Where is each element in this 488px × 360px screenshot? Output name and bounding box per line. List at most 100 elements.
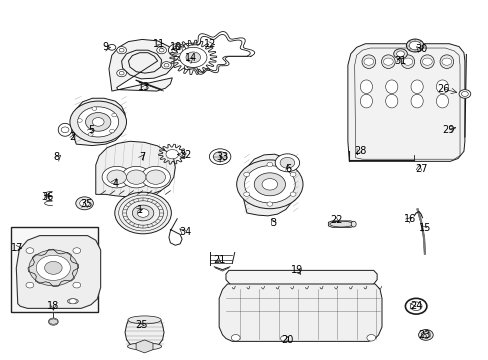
Text: 5: 5	[88, 125, 94, 135]
Text: 22: 22	[329, 215, 342, 225]
Circle shape	[157, 46, 166, 54]
Ellipse shape	[385, 80, 397, 94]
Circle shape	[122, 166, 151, 188]
Text: 20: 20	[281, 334, 293, 345]
Circle shape	[168, 44, 185, 57]
Text: 21: 21	[212, 255, 225, 265]
Circle shape	[126, 170, 146, 184]
Ellipse shape	[400, 55, 414, 68]
Circle shape	[243, 172, 249, 177]
Text: 19: 19	[290, 265, 303, 275]
Circle shape	[280, 336, 288, 341]
Text: 34: 34	[179, 227, 191, 237]
Circle shape	[179, 47, 206, 67]
Circle shape	[146, 170, 165, 184]
Text: 10: 10	[170, 42, 182, 52]
Circle shape	[275, 154, 299, 172]
Circle shape	[418, 329, 432, 340]
Circle shape	[36, 255, 70, 280]
Text: 35: 35	[80, 199, 92, 210]
Circle shape	[76, 197, 93, 210]
Text: 30: 30	[414, 44, 426, 54]
Circle shape	[26, 282, 34, 288]
Text: 8: 8	[54, 152, 60, 162]
Text: 18: 18	[47, 301, 60, 311]
Text: 25: 25	[135, 320, 147, 330]
Ellipse shape	[329, 221, 352, 227]
Polygon shape	[16, 235, 101, 309]
Text: 13: 13	[138, 82, 150, 92]
Circle shape	[209, 149, 230, 165]
Circle shape	[115, 192, 171, 234]
Ellipse shape	[67, 299, 78, 304]
Text: 16: 16	[404, 215, 416, 224]
Circle shape	[289, 192, 295, 196]
Circle shape	[441, 58, 451, 65]
Text: 7: 7	[139, 152, 145, 162]
Polygon shape	[96, 141, 175, 197]
Circle shape	[61, 127, 69, 133]
Circle shape	[262, 179, 277, 190]
Ellipse shape	[360, 94, 372, 108]
Circle shape	[109, 129, 114, 133]
Text: 28: 28	[354, 145, 366, 156]
Circle shape	[108, 44, 116, 50]
Circle shape	[119, 71, 124, 75]
Ellipse shape	[435, 80, 447, 94]
Circle shape	[107, 170, 126, 184]
Circle shape	[117, 69, 126, 77]
Text: 3: 3	[270, 218, 276, 228]
Circle shape	[117, 46, 126, 54]
Circle shape	[383, 58, 392, 65]
Ellipse shape	[385, 94, 397, 108]
Polygon shape	[49, 319, 58, 324]
Circle shape	[102, 166, 131, 188]
Circle shape	[159, 48, 163, 52]
Circle shape	[29, 250, 78, 286]
Text: 14: 14	[184, 53, 197, 63]
Circle shape	[137, 209, 149, 217]
Circle shape	[88, 132, 93, 136]
Circle shape	[85, 113, 111, 131]
Polygon shape	[347, 44, 464, 161]
Polygon shape	[243, 154, 295, 216]
Text: 32: 32	[179, 150, 191, 160]
Text: 6: 6	[285, 164, 291, 174]
Circle shape	[78, 107, 119, 137]
Text: 2: 2	[70, 132, 76, 142]
Text: 9: 9	[102, 42, 108, 52]
Circle shape	[236, 160, 303, 209]
Circle shape	[266, 202, 272, 206]
Ellipse shape	[360, 80, 372, 94]
Ellipse shape	[420, 55, 433, 68]
Polygon shape	[328, 221, 354, 227]
Circle shape	[244, 166, 295, 203]
Ellipse shape	[435, 94, 447, 108]
Circle shape	[132, 205, 154, 221]
Text: 12: 12	[204, 40, 216, 49]
Circle shape	[185, 52, 200, 63]
Circle shape	[280, 157, 294, 168]
Text: 17: 17	[11, 243, 23, 253]
Polygon shape	[125, 320, 163, 347]
Circle shape	[396, 51, 404, 57]
Circle shape	[112, 113, 117, 117]
Text: 36: 36	[41, 192, 53, 202]
Circle shape	[141, 166, 170, 188]
Circle shape	[458, 90, 470, 98]
Circle shape	[163, 63, 168, 67]
Text: 24: 24	[409, 301, 422, 311]
Polygon shape	[109, 40, 174, 91]
Polygon shape	[421, 331, 429, 338]
Circle shape	[92, 107, 97, 111]
Ellipse shape	[410, 94, 422, 108]
Circle shape	[289, 172, 295, 177]
Text: 27: 27	[414, 164, 427, 174]
Text: 1: 1	[136, 206, 142, 216]
Polygon shape	[136, 340, 153, 353]
Text: 23: 23	[418, 330, 430, 340]
Ellipse shape	[381, 55, 394, 68]
Circle shape	[363, 58, 373, 65]
Text: 33: 33	[216, 152, 228, 162]
Circle shape	[80, 200, 89, 207]
